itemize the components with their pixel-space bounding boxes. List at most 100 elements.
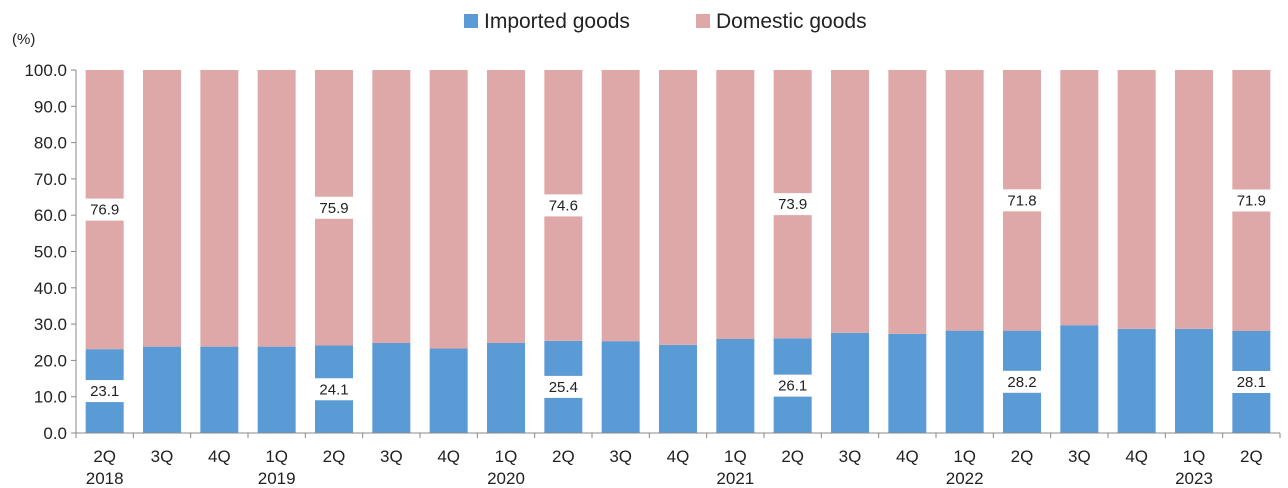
bar-imported-goods	[1117, 328, 1156, 433]
x-tick-label: 1Q	[1183, 447, 1206, 466]
x-tick-label: 2Q	[781, 447, 804, 466]
data-label-bg	[314, 196, 354, 219]
legend-label: Domestic goods	[716, 10, 867, 33]
bar-domestic-goods	[1117, 70, 1156, 329]
x-tick-label: 3Q	[839, 447, 862, 466]
bar-domestic-goods	[1060, 70, 1099, 326]
y-axis: 0.0 10.0 20.0 30.0 40.0 50.0 60.0 70.0 80.0 90.0 1…	[24, 61, 77, 443]
data-label-bg	[543, 194, 584, 217]
data-label-domestic-goods: 74.6	[549, 197, 578, 214]
x-tick-label: 4Q	[896, 447, 919, 466]
data-label-imported-goods: 26.1	[778, 378, 807, 395]
y-tick-label: 10.0	[34, 388, 67, 407]
bar-imported-goods	[1175, 328, 1213, 433]
bar-domestic-goods	[888, 70, 927, 334]
data-label-domestic-goods: 71.9	[1237, 192, 1266, 209]
data-label-imported-goods: 28.2	[1007, 374, 1036, 391]
data-labels-group: 23.1 76.9 24.1 75.9 25.4 74.6 26.1 73.9 28.2 71.8…	[84, 189, 1272, 403]
bar-domestic-goods	[429, 70, 468, 349]
x-year-label: 2019	[258, 469, 296, 488]
x-tick-label: 3Q	[609, 447, 632, 466]
x-tick-label: 2Q	[552, 447, 575, 466]
data-label-imported-goods: 23.1	[90, 383, 119, 400]
x-tick-label: 4Q	[208, 447, 231, 466]
bar-domestic-goods	[659, 70, 697, 345]
x-tick-label: 4Q	[667, 447, 690, 466]
y-axis-unit-label: (%)	[12, 31, 35, 48]
data-label-domestic-goods: 75.9	[319, 200, 348, 217]
x-tick-label: 2Q	[93, 447, 116, 466]
data-label-domestic-goods: 73.9	[778, 196, 807, 213]
x-tick-label: 2Q	[1011, 447, 1034, 466]
bar-imported-goods	[831, 332, 869, 433]
x-axis: 2Q 2018 3Q 4Q 1Q 2019 2Q 3Q 4Q 1Q 2020 2Q 3Q 4Q 1Q 2021…	[75, 432, 1281, 488]
y-tick-label: 30.0	[34, 315, 67, 334]
bar-domestic-goods	[257, 70, 296, 347]
bar-imported-goods	[487, 342, 525, 433]
bar-domestic-goods	[601, 70, 640, 342]
legend-label: Imported goods	[484, 10, 630, 33]
data-label-bg	[84, 380, 125, 403]
y-tick-label: 70.0	[34, 170, 67, 189]
y-tick-label: 90.0	[34, 97, 67, 116]
x-tick-label: 1Q	[265, 447, 288, 466]
data-label-bg	[772, 193, 813, 216]
data-label-bg	[314, 378, 354, 401]
x-tick-label: 1Q	[495, 447, 518, 466]
x-year-label: 2021	[716, 469, 754, 488]
data-label-bg	[84, 198, 125, 221]
bar-imported-goods	[429, 348, 468, 433]
bar-domestic-goods	[487, 70, 525, 343]
x-tick-label: 3Q	[1068, 447, 1091, 466]
x-year-label: 2022	[946, 469, 984, 488]
data-label-imported-goods: 25.4	[549, 379, 578, 396]
bar-imported-goods	[200, 346, 239, 433]
y-tick-label: 80.0	[34, 134, 67, 153]
y-tick-label: 50.0	[34, 243, 67, 262]
bar-domestic-goods	[716, 70, 755, 339]
y-tick-label: 20.0	[34, 351, 67, 370]
data-label-imported-goods: 24.1	[319, 381, 348, 398]
bar-imported-goods	[372, 342, 411, 433]
data-label-bg	[1002, 370, 1042, 393]
y-tick-label: 0.0	[43, 424, 67, 443]
bar-imported-goods	[945, 330, 984, 433]
x-tick-label: 1Q	[724, 447, 747, 466]
data-label-bg	[1231, 189, 1272, 212]
bar-imported-goods	[1060, 325, 1099, 433]
x-tick-label: 2Q	[1240, 447, 1263, 466]
legend-swatch	[464, 14, 478, 28]
chart-legend: Imported goods Domestic goods	[464, 10, 867, 33]
x-year-label: 2020	[487, 469, 525, 488]
y-tick-label: 100.0	[24, 61, 67, 80]
x-tick-label: 3Q	[380, 447, 403, 466]
x-tick-label: 4Q	[1125, 447, 1148, 466]
x-tick-label: 4Q	[437, 447, 460, 466]
bar-domestic-goods	[200, 70, 239, 347]
bar-domestic-goods	[945, 70, 984, 331]
data-label-bg	[1002, 189, 1042, 212]
x-year-label: 2018	[86, 469, 124, 488]
bar-domestic-goods	[143, 70, 181, 347]
bar-domestic-goods	[831, 70, 869, 333]
bars-group	[85, 70, 1271, 433]
bar-domestic-goods	[1175, 70, 1213, 329]
legend-swatch	[696, 14, 710, 28]
data-label-bg	[543, 375, 584, 398]
x-tick-label: 2Q	[323, 447, 346, 466]
data-label-bg	[1231, 370, 1272, 393]
bar-imported-goods	[257, 346, 296, 433]
data-label-bg	[772, 374, 813, 397]
y-tick-label: 40.0	[34, 279, 67, 298]
bar-domestic-goods	[372, 70, 411, 343]
x-tick-label: 3Q	[151, 447, 174, 466]
x-tick-label: 1Q	[953, 447, 976, 466]
bar-imported-goods	[659, 344, 697, 433]
y-tick-label: 60.0	[34, 206, 67, 225]
bar-imported-goods	[601, 341, 640, 433]
data-label-domestic-goods: 76.9	[90, 202, 119, 219]
x-year-label: 2023	[1175, 469, 1213, 488]
data-label-domestic-goods: 71.8	[1007, 192, 1036, 209]
data-label-imported-goods: 28.1	[1237, 374, 1266, 391]
